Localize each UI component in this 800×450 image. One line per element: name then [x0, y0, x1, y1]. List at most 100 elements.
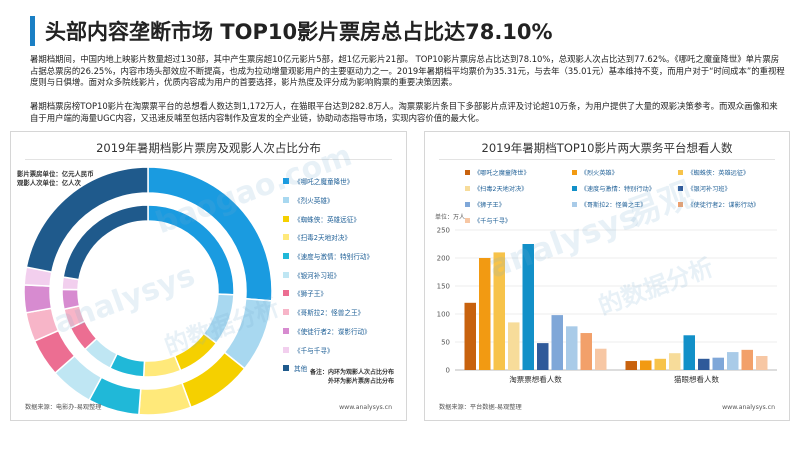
legend-label: 《狮子王》: [294, 290, 327, 299]
bar-data-source: 数据来源：平台数据-易观整理: [439, 404, 522, 411]
legend-label: 《蜘蛛侠：英雄远征》: [687, 170, 750, 177]
donut-legend-item: 《蜘蛛侠：英雄远征》: [283, 209, 373, 228]
y-tick-label: 50: [441, 339, 450, 347]
grouped-bar-chart: 0 50 100 150 200 250 淘票票想看人数 猫眼想看人数: [437, 227, 777, 384]
legend-label: 《速度与激情：特别行动》: [580, 186, 655, 193]
legend-swatch: [571, 202, 577, 207]
donut-legend-item: 《哪吒之魔童降世》: [283, 172, 373, 191]
donut-data-source: 数据来源：电影办-易观整理: [25, 404, 102, 411]
bar: [727, 352, 739, 370]
legend-label: 《银河补习班》: [294, 271, 341, 280]
legend-swatch: [678, 186, 684, 191]
bar: [640, 360, 652, 370]
donut-legend-item: 《千与千寻》: [283, 340, 373, 359]
summary-paragraph-1: 暑期档期间，中国内地上映影片数量超过130部，其中产生票房超10亿元影片5部，超…: [30, 54, 785, 87]
page-title: 头部内容垄断市场 TOP10影片票房总占比达78.10%: [45, 20, 553, 44]
donut-chart-panel: 2019年暑期档影片票房及观影人次占比分布 影片票房单位：亿元人民币 观影人次单…: [10, 131, 407, 421]
bar-chart-panel: 2019年暑期档TOP10影片两大票务平台想看人数 《哪吒之魔童降世》 《烈火英雄…: [424, 131, 790, 421]
page-header: 头部内容垄断市场 TOP10影片票房总占比达78.10%: [30, 14, 553, 48]
bar: [537, 343, 549, 370]
bar: [654, 358, 666, 370]
bar: [522, 244, 534, 370]
legend-swatch: [678, 170, 684, 175]
summary-paragraph-2: 暑期档票房榜TOP10影片在淘票票平台的总想看人数达到1,172万人，在猫眼平台…: [30, 101, 778, 123]
legend-swatch: [283, 234, 289, 241]
legend-swatch: [283, 253, 289, 260]
legend-swatch: [283, 197, 289, 204]
legend-label: 《速度与激情：特别行动》: [294, 253, 374, 262]
legend-swatch: [465, 186, 470, 191]
inner-ring-slice-2: [173, 332, 218, 372]
outer-ring-slice-3: [138, 381, 192, 416]
inner-ring-note: 备注：内环为观影人次占比分布: [309, 369, 394, 376]
y-tick-label: 200: [437, 255, 450, 263]
donut-note: 备注：内环为观影人次占比分布 外环为影片票房占比分布: [269, 368, 394, 386]
legend-swatch: [283, 215, 289, 222]
donut-legend-item: 《使徒行者2：谍影行动》: [283, 322, 373, 341]
legend-label: 《哪吒之魔童降世》: [294, 178, 354, 187]
panel-divider: [439, 159, 775, 160]
y-tick-label: 100: [437, 311, 450, 319]
x-category-label: 猫眼想看人数: [674, 374, 719, 384]
bar: [493, 252, 505, 370]
donut-chart-title: 2019年暑期档影片票房及观影人次占比分布: [96, 141, 321, 155]
audience-unit-label: 观影人次单位：亿人次: [17, 179, 81, 187]
legend-swatch: [465, 170, 470, 175]
x-category-label: 淘票票想看人数: [509, 374, 562, 384]
bar-legend-item: 《狮子王》: [465, 200, 572, 209]
bar: [551, 315, 563, 370]
bar-legend-item: 《蜘蛛侠：英雄远征》: [678, 168, 785, 177]
bar-chart-title: 2019年暑期档TOP10影片两大票务平台想看人数: [481, 141, 733, 155]
legend-label: 《千与千寻》: [474, 218, 512, 225]
legend-label: 《千与千寻》: [294, 346, 334, 355]
inner-ring-slice-3: [142, 354, 182, 378]
donut-legend-item: 《哥斯拉2：怪兽之王》: [283, 303, 373, 322]
legend-swatch: [283, 271, 289, 278]
bar-source-url[interactable]: www.analysys.cn: [722, 404, 775, 411]
legend-swatch: [283, 178, 289, 185]
donut-legend-item: 《银河补习班》: [283, 265, 373, 284]
legend-label: 《哥斯拉2：怪兽之王》: [294, 309, 365, 318]
donut-source-url[interactable]: www.analysys.cn: [339, 404, 392, 411]
legend-swatch: [571, 186, 577, 191]
legend-swatch: [571, 170, 577, 175]
bar: [669, 353, 681, 370]
bar: [508, 322, 520, 370]
bar-legend-item: 《千与千寻》: [465, 216, 572, 225]
bar-legend-item: 《使徒行者2：谍影行动》: [678, 200, 785, 209]
y-tick-label: 150: [437, 283, 450, 291]
legend-swatch: [283, 346, 289, 353]
inner-ring-slice-8: [61, 288, 81, 311]
inner-ring-slice-10: [62, 204, 149, 281]
bar-legend: 《哪吒之魔童降世》 《烈火英雄》 《蜘蛛侠：英雄远征》 《扫毒2天地对决》 《速度与激情…: [465, 168, 785, 225]
legend-swatch: [283, 365, 289, 372]
bar-unit-label: 单位：万人: [435, 214, 466, 221]
bar-legend-item: 《银河补习班》: [678, 184, 785, 193]
legend-label: 《使徒行者2：谍影行动》: [687, 202, 760, 209]
bar: [625, 361, 637, 370]
legend-label: 《扫毒2天地对决》: [294, 234, 351, 243]
y-tick-label: 250: [437, 227, 450, 235]
legend-label: 《蜘蛛侠：英雄远征》: [294, 215, 360, 224]
title-accent-bar: [30, 16, 35, 46]
outer-ring-note: 外环为影片票房占比分布: [327, 378, 394, 385]
panel-divider: [25, 159, 392, 160]
legend-label: 《狮子王》: [474, 202, 505, 209]
legend-label: 《使徒行者2：谍影行动》: [294, 327, 371, 336]
donut-legend-item: 《烈火英雄》: [283, 191, 373, 210]
bar: [741, 349, 753, 370]
bar-legend-item: 《哥斯拉2：怪兽之王》: [571, 200, 679, 209]
legend-swatch: [465, 218, 470, 223]
legend-swatch: [283, 309, 289, 316]
donut-unit-info: 影片票房单位：亿元人民币 观影人次单位：亿人次: [17, 170, 94, 188]
legend-label: 《烈火英雄》: [294, 197, 334, 206]
bar: [712, 357, 724, 370]
bar: [595, 348, 607, 370]
bar-legend-item: 《哪吒之魔童降世》: [465, 168, 572, 177]
inner-ring-slice-1: [202, 293, 235, 345]
bar-legend-item: 《烈火英雄》: [571, 168, 679, 177]
donut-legend-item: 《速度与激情：特别行动》: [283, 247, 373, 266]
bar: [698, 358, 710, 370]
bar: [464, 302, 476, 370]
bar: [566, 326, 578, 370]
